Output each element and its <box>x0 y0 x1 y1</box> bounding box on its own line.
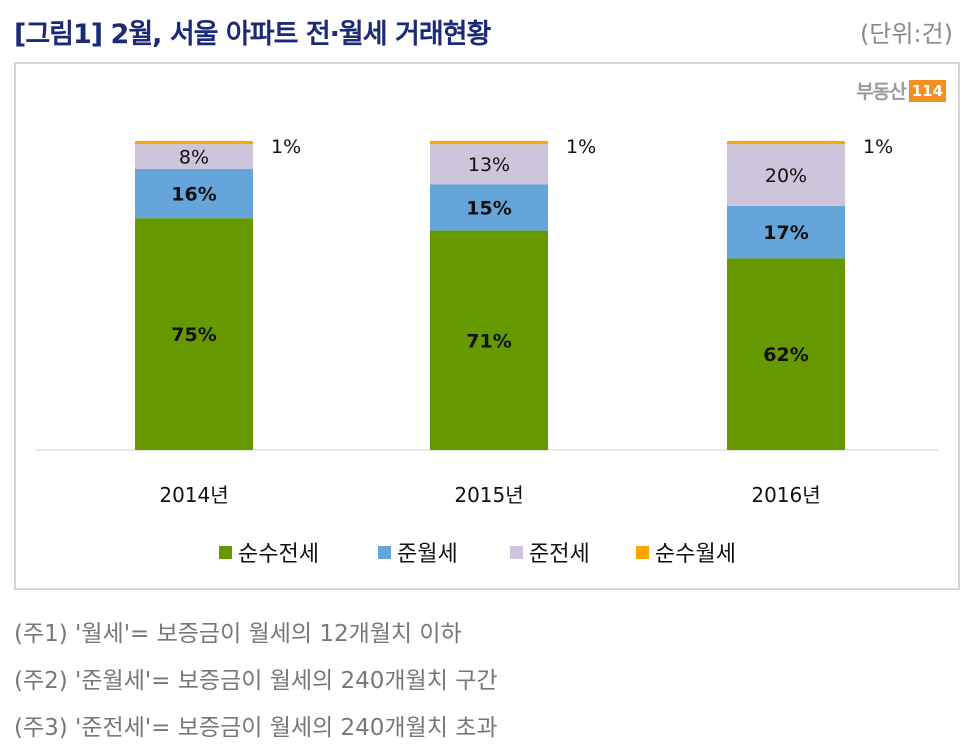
logo: 부동산 114 <box>856 77 946 104</box>
x-tick-label: 2016년 <box>751 483 820 507</box>
data-label: 62% <box>763 344 808 366</box>
bar-segment <box>430 144 548 185</box>
legend-swatch <box>636 546 649 559</box>
note-1: (주1) '월세'= 보증금이 월세의 12개월치 이하 <box>14 621 462 647</box>
legend-swatch <box>510 546 523 559</box>
bar-segment <box>135 218 253 450</box>
bar-segment <box>430 230 548 450</box>
data-label: 17% <box>763 222 808 244</box>
legend-swatch <box>378 546 391 559</box>
stacked-bar-chart: 75% 16% 8% 1% 2014년 71% 15% 13% 1% 2015년 62% 17% 20%… <box>36 136 938 567</box>
unit-label: (단위:건) <box>859 20 953 48</box>
logo-text: 부동산 <box>856 81 906 103</box>
legend-label: 순수전세 <box>238 542 319 567</box>
data-label: 71% <box>466 330 511 352</box>
data-label: 16% <box>171 184 216 206</box>
bar-segment <box>727 144 845 206</box>
chart-title: [그림1] 2월, 서울 아파트 전·월세 거래현황 <box>14 19 491 50</box>
bar-segment <box>727 205 845 259</box>
bar-segment <box>135 168 253 219</box>
legend-label: 준월세 <box>397 542 458 567</box>
data-label: 75% <box>171 324 216 346</box>
data-label: 20% <box>765 165 807 187</box>
bar-segment <box>430 184 548 231</box>
bar-segment <box>135 144 253 169</box>
data-label: 1% <box>566 136 596 158</box>
legend-swatch <box>219 546 232 559</box>
bar-segment <box>727 141 845 145</box>
bar-segment <box>430 141 548 145</box>
data-label: 8% <box>179 146 209 168</box>
data-label: 1% <box>271 136 301 158</box>
legend-label: 순수월세 <box>655 542 736 567</box>
note-2: (주2) '준월세'= 보증금이 월세의 240개월치 구간 <box>14 668 498 694</box>
note-3: (주3) '준전세'= 보증금이 월세의 240개월치 초과 <box>14 715 498 741</box>
data-label: 15% <box>466 197 511 219</box>
data-label: 13% <box>468 154 510 176</box>
bar-segment <box>727 258 845 450</box>
x-tick-label: 2014년 <box>159 483 228 507</box>
legend-label: 준전세 <box>529 542 590 567</box>
x-tick-label: 2015년 <box>454 483 523 507</box>
logo-number: 114 <box>908 79 946 102</box>
bar-segment <box>135 141 253 145</box>
data-label: 1% <box>863 136 893 158</box>
chart-area: 부동산 114 75% 16% 8% 1% 2014년 71% 15% 13% 1% 2015년 6… <box>14 62 960 590</box>
